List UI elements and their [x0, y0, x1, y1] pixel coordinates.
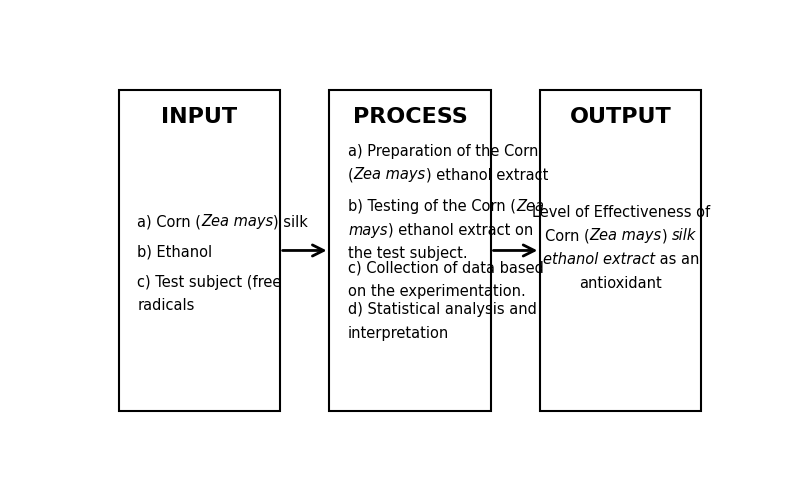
Text: Zea: Zea — [516, 199, 544, 214]
Text: mays: mays — [348, 223, 387, 238]
Text: OUTPUT: OUTPUT — [570, 107, 672, 127]
Text: Corn (: Corn ( — [545, 229, 590, 244]
FancyBboxPatch shape — [540, 90, 702, 411]
Text: Zea mays: Zea mays — [202, 214, 274, 229]
Text: on the experimentation.: on the experimentation. — [348, 284, 526, 299]
Text: a) Corn (: a) Corn ( — [138, 214, 202, 229]
Text: the test subject.: the test subject. — [348, 247, 468, 261]
Text: a) Preparation of the Corn: a) Preparation of the Corn — [348, 144, 538, 159]
Text: INPUT: INPUT — [161, 107, 238, 127]
Text: as an: as an — [654, 252, 699, 267]
Text: radicals: radicals — [138, 299, 194, 313]
Text: b) Ethanol: b) Ethanol — [138, 245, 212, 260]
Text: ): ) — [662, 229, 672, 244]
Text: (: ( — [348, 167, 354, 183]
Text: PROCESS: PROCESS — [353, 107, 467, 127]
Text: c) Collection of data based: c) Collection of data based — [348, 260, 544, 275]
Text: ethanol extract: ethanol extract — [542, 252, 654, 267]
Text: c) Test subject (free: c) Test subject (free — [138, 275, 282, 291]
FancyBboxPatch shape — [118, 90, 280, 411]
Text: silk: silk — [672, 229, 697, 244]
Text: ) ethanol extract: ) ethanol extract — [426, 167, 548, 183]
Text: Level of Effectiveness of: Level of Effectiveness of — [532, 205, 710, 220]
Text: ) silk: ) silk — [274, 214, 308, 229]
Text: interpretation: interpretation — [348, 326, 450, 341]
Text: Zea mays: Zea mays — [354, 167, 426, 183]
FancyBboxPatch shape — [330, 90, 490, 411]
Text: d) Statistical analysis and: d) Statistical analysis and — [348, 302, 537, 317]
Text: ) ethanol extract on: ) ethanol extract on — [387, 223, 533, 238]
Text: antioxidant: antioxidant — [579, 276, 662, 291]
Text: b) Testing of the Corn (: b) Testing of the Corn ( — [348, 199, 516, 214]
Text: Zea mays: Zea mays — [590, 229, 662, 244]
